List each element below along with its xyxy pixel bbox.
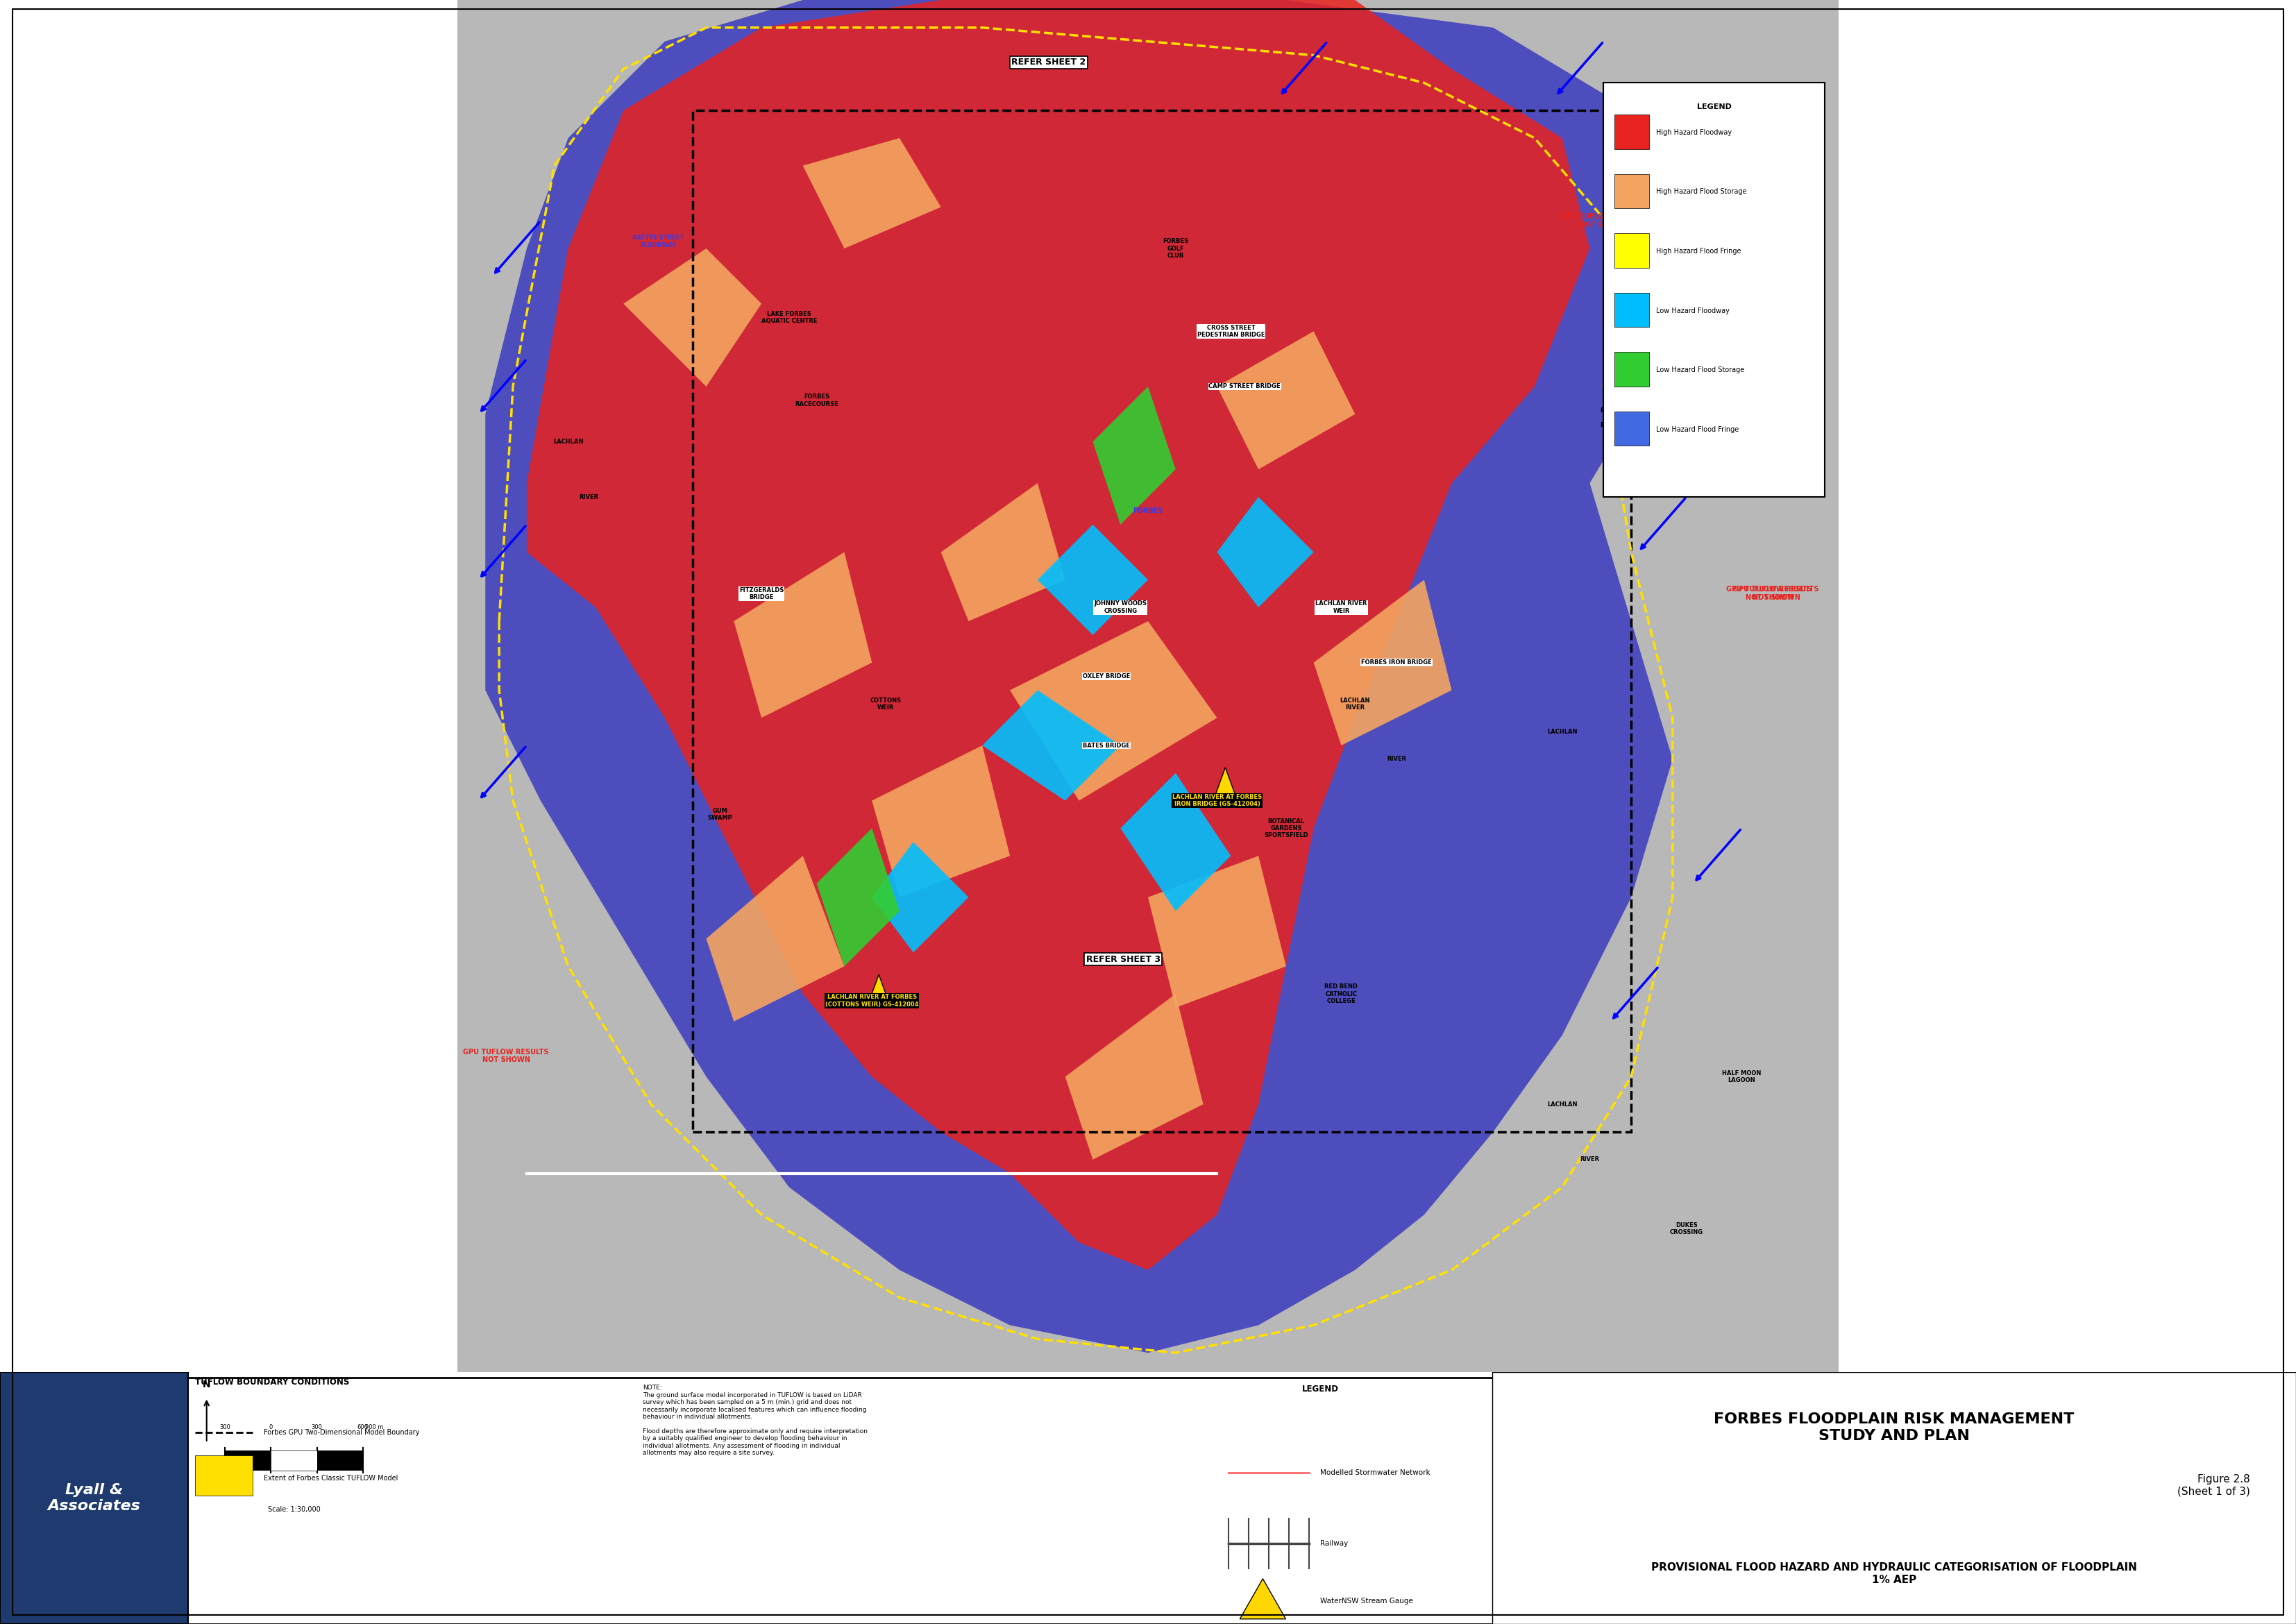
Polygon shape bbox=[941, 484, 1065, 620]
Text: RIVER: RIVER bbox=[579, 494, 599, 500]
Text: LACHLAN: LACHLAN bbox=[553, 438, 583, 445]
Text: LAKE FORBES
AQUATIC CENTRE: LAKE FORBES AQUATIC CENTRE bbox=[762, 310, 817, 325]
Text: 0: 0 bbox=[269, 1424, 273, 1431]
Text: NOTE:
The ground surface model incorporated in TUFLOW is based on LiDAR
survey w: NOTE: The ground surface model incorpora… bbox=[643, 1385, 868, 1457]
Text: LACHLAN
RIVER: LACHLAN RIVER bbox=[1341, 697, 1371, 711]
Text: LACHLAN RIVER AT FORBES
(COTTONS WEIR) GS-412004: LACHLAN RIVER AT FORBES (COTTONS WEIR) G… bbox=[824, 994, 918, 1007]
Text: FORBES: FORBES bbox=[1132, 507, 1164, 515]
Bar bbox=[1614, 234, 1649, 268]
Text: GPU TUFLOW RESULTS
NOT SHOWN: GPU TUFLOW RESULTS NOT SHOWN bbox=[464, 1049, 549, 1064]
Text: LEGEND: LEGEND bbox=[1697, 104, 1731, 110]
Text: GPU TUFLOW RESULTS
NOT SHOWN: GPU TUFLOW RESULTS NOT SHOWN bbox=[1561, 213, 1646, 229]
Text: FITZGERALDS
BRIDGE: FITZGERALDS BRIDGE bbox=[739, 586, 783, 601]
Bar bbox=[1614, 352, 1649, 387]
Text: FORBES IRON BRIDGE: FORBES IRON BRIDGE bbox=[1362, 659, 1433, 666]
Bar bbox=[1614, 411, 1649, 447]
Text: Lyall &
Associates: Lyall & Associates bbox=[48, 1483, 140, 1514]
Text: Low Hazard Flood Fringe: Low Hazard Flood Fringe bbox=[1655, 425, 1738, 432]
Bar bbox=[1492, 1372, 2296, 1624]
Text: BATTYE STREET
FLOODWAY: BATTYE STREET FLOODWAY bbox=[631, 235, 684, 248]
Bar bbox=[271, 1450, 317, 1470]
Polygon shape bbox=[1010, 620, 1217, 801]
Text: TUFLOW BOUNDARY CONDITIONS: TUFLOW BOUNDARY CONDITIONS bbox=[195, 1377, 349, 1387]
Text: REFER SHEET 3: REFER SHEET 3 bbox=[1086, 955, 1159, 965]
Text: LACHLAN: LACHLAN bbox=[1548, 729, 1577, 734]
Text: RIVER: RIVER bbox=[1580, 1156, 1600, 1163]
Text: Railway: Railway bbox=[1320, 1540, 1348, 1548]
Text: HALF MOON
LAGOON: HALF MOON LAGOON bbox=[1722, 1070, 1761, 1083]
Polygon shape bbox=[484, 0, 1701, 1353]
Polygon shape bbox=[1093, 387, 1176, 525]
Polygon shape bbox=[868, 974, 891, 1005]
Bar bbox=[317, 1450, 363, 1470]
Text: Modelled Stormwater Network: Modelled Stormwater Network bbox=[1320, 1470, 1430, 1476]
Bar bbox=[1614, 292, 1649, 326]
Text: PROVISIONAL FLOOD HAZARD AND HYDRAULIC CATEGORISATION OF FLOODPLAIN
1% AEP: PROVISIONAL FLOOD HAZARD AND HYDRAULIC C… bbox=[1651, 1562, 2138, 1585]
Text: COTTONS
WEIR: COTTONS WEIR bbox=[870, 697, 902, 711]
Text: GPU TUFLOW RESULTS
NOT SHOWN: GPU TUFLOW RESULTS NOT SHOWN bbox=[1727, 586, 1812, 601]
Text: LACHLAN: LACHLAN bbox=[1548, 1101, 1577, 1108]
Bar bbox=[1614, 174, 1649, 208]
Text: 900 m: 900 m bbox=[365, 1424, 383, 1431]
Text: REFER SHEET 2: REFER SHEET 2 bbox=[1010, 57, 1086, 67]
Polygon shape bbox=[735, 552, 872, 718]
Bar bbox=[693, 110, 1630, 1132]
Text: FORBES FLOODPLAIN RISK MANAGEMENT
STUDY AND PLAN: FORBES FLOODPLAIN RISK MANAGEMENT STUDY … bbox=[1713, 1413, 2076, 1442]
Text: GPU TUFLOW RESULTS
NOT SHOWN: GPU TUFLOW RESULTS NOT SHOWN bbox=[1733, 586, 1818, 601]
Bar bbox=[1603, 83, 1825, 497]
Text: LACHLAN RIVER AT FORBES
IRON BRIDGE (GS-412004): LACHLAN RIVER AT FORBES IRON BRIDGE (GS-… bbox=[1173, 794, 1263, 807]
Polygon shape bbox=[1217, 497, 1313, 607]
Text: BATES BRIDGE: BATES BRIDGE bbox=[1084, 742, 1130, 749]
Polygon shape bbox=[1215, 768, 1235, 797]
Text: WaterNSW Stream Gauge: WaterNSW Stream Gauge bbox=[1320, 1598, 1412, 1605]
Text: RIVER: RIVER bbox=[1387, 757, 1405, 762]
Text: N: N bbox=[202, 1380, 211, 1390]
Text: LOWER
BATHURST
STREET
BREAKOUT: LOWER BATHURST STREET BREAKOUT bbox=[1600, 400, 1635, 429]
Text: LACHLAN RIVER
WEIR: LACHLAN RIVER WEIR bbox=[1316, 601, 1366, 614]
Text: Figure 2.8
(Sheet 1 of 3): Figure 2.8 (Sheet 1 of 3) bbox=[2177, 1475, 2250, 1497]
Polygon shape bbox=[1038, 525, 1148, 635]
Polygon shape bbox=[1240, 1579, 1286, 1619]
Text: GUM
SWAMP: GUM SWAMP bbox=[707, 807, 732, 822]
Polygon shape bbox=[817, 828, 900, 966]
Bar bbox=[195, 1455, 253, 1496]
Polygon shape bbox=[872, 841, 969, 952]
Bar bbox=[1614, 115, 1649, 149]
Polygon shape bbox=[526, 0, 1589, 1270]
Text: FORBES
RACECOURSE: FORBES RACECOURSE bbox=[794, 393, 838, 408]
Polygon shape bbox=[983, 690, 1120, 801]
Polygon shape bbox=[1217, 331, 1355, 469]
Text: Low Hazard Floodway: Low Hazard Floodway bbox=[1655, 307, 1729, 313]
Text: 300: 300 bbox=[312, 1424, 321, 1431]
Text: High Hazard Floodway: High Hazard Floodway bbox=[1655, 128, 1731, 136]
Text: 300: 300 bbox=[220, 1424, 230, 1431]
Text: Forbes GPU Two-Dimensional Model Boundary: Forbes GPU Two-Dimensional Model Boundar… bbox=[264, 1429, 420, 1436]
Polygon shape bbox=[1065, 994, 1203, 1160]
Text: LEGEND: LEGEND bbox=[1302, 1385, 1339, 1393]
Polygon shape bbox=[1148, 856, 1286, 1007]
Text: CAMP STREET BRIDGE: CAMP STREET BRIDGE bbox=[1208, 383, 1281, 390]
Text: CROSS STREET
PEDESTRIAN BRIDGE: CROSS STREET PEDESTRIAN BRIDGE bbox=[1196, 325, 1265, 338]
Polygon shape bbox=[1313, 580, 1451, 745]
Text: Low Hazard Flood Storage: Low Hazard Flood Storage bbox=[1655, 367, 1745, 374]
Text: High Hazard Flood Storage: High Hazard Flood Storage bbox=[1655, 188, 1747, 195]
Text: RED BEND
CATHOLIC
COLLEGE: RED BEND CATHOLIC COLLEGE bbox=[1325, 984, 1357, 1004]
Text: DUKES
CROSSING: DUKES CROSSING bbox=[1669, 1221, 1704, 1236]
Polygon shape bbox=[804, 138, 941, 248]
Bar bbox=[0, 1372, 188, 1624]
Text: 600: 600 bbox=[358, 1424, 367, 1431]
Text: JOHNNY WOODS
CROSSING: JOHNNY WOODS CROSSING bbox=[1093, 601, 1146, 614]
Text: OXLEY BRIDGE: OXLEY BRIDGE bbox=[1084, 674, 1130, 679]
Text: High Hazard Flood Fringe: High Hazard Flood Fringe bbox=[1655, 248, 1740, 255]
Bar bbox=[225, 1450, 271, 1470]
Text: FORBES
GOLF
CLUB: FORBES GOLF CLUB bbox=[1162, 239, 1189, 258]
Polygon shape bbox=[625, 248, 762, 387]
Text: Scale: 1:30,000: Scale: 1:30,000 bbox=[269, 1505, 319, 1512]
Text: BOTANICAL
GARDENS
SPORTSFIELD: BOTANICAL GARDENS SPORTSFIELD bbox=[1265, 818, 1309, 838]
Polygon shape bbox=[1120, 773, 1231, 911]
Polygon shape bbox=[707, 856, 845, 1021]
Text: Extent of Forbes Classic TUFLOW Model: Extent of Forbes Classic TUFLOW Model bbox=[264, 1475, 397, 1481]
FancyArrowPatch shape bbox=[204, 1402, 209, 1440]
Polygon shape bbox=[872, 745, 1010, 896]
